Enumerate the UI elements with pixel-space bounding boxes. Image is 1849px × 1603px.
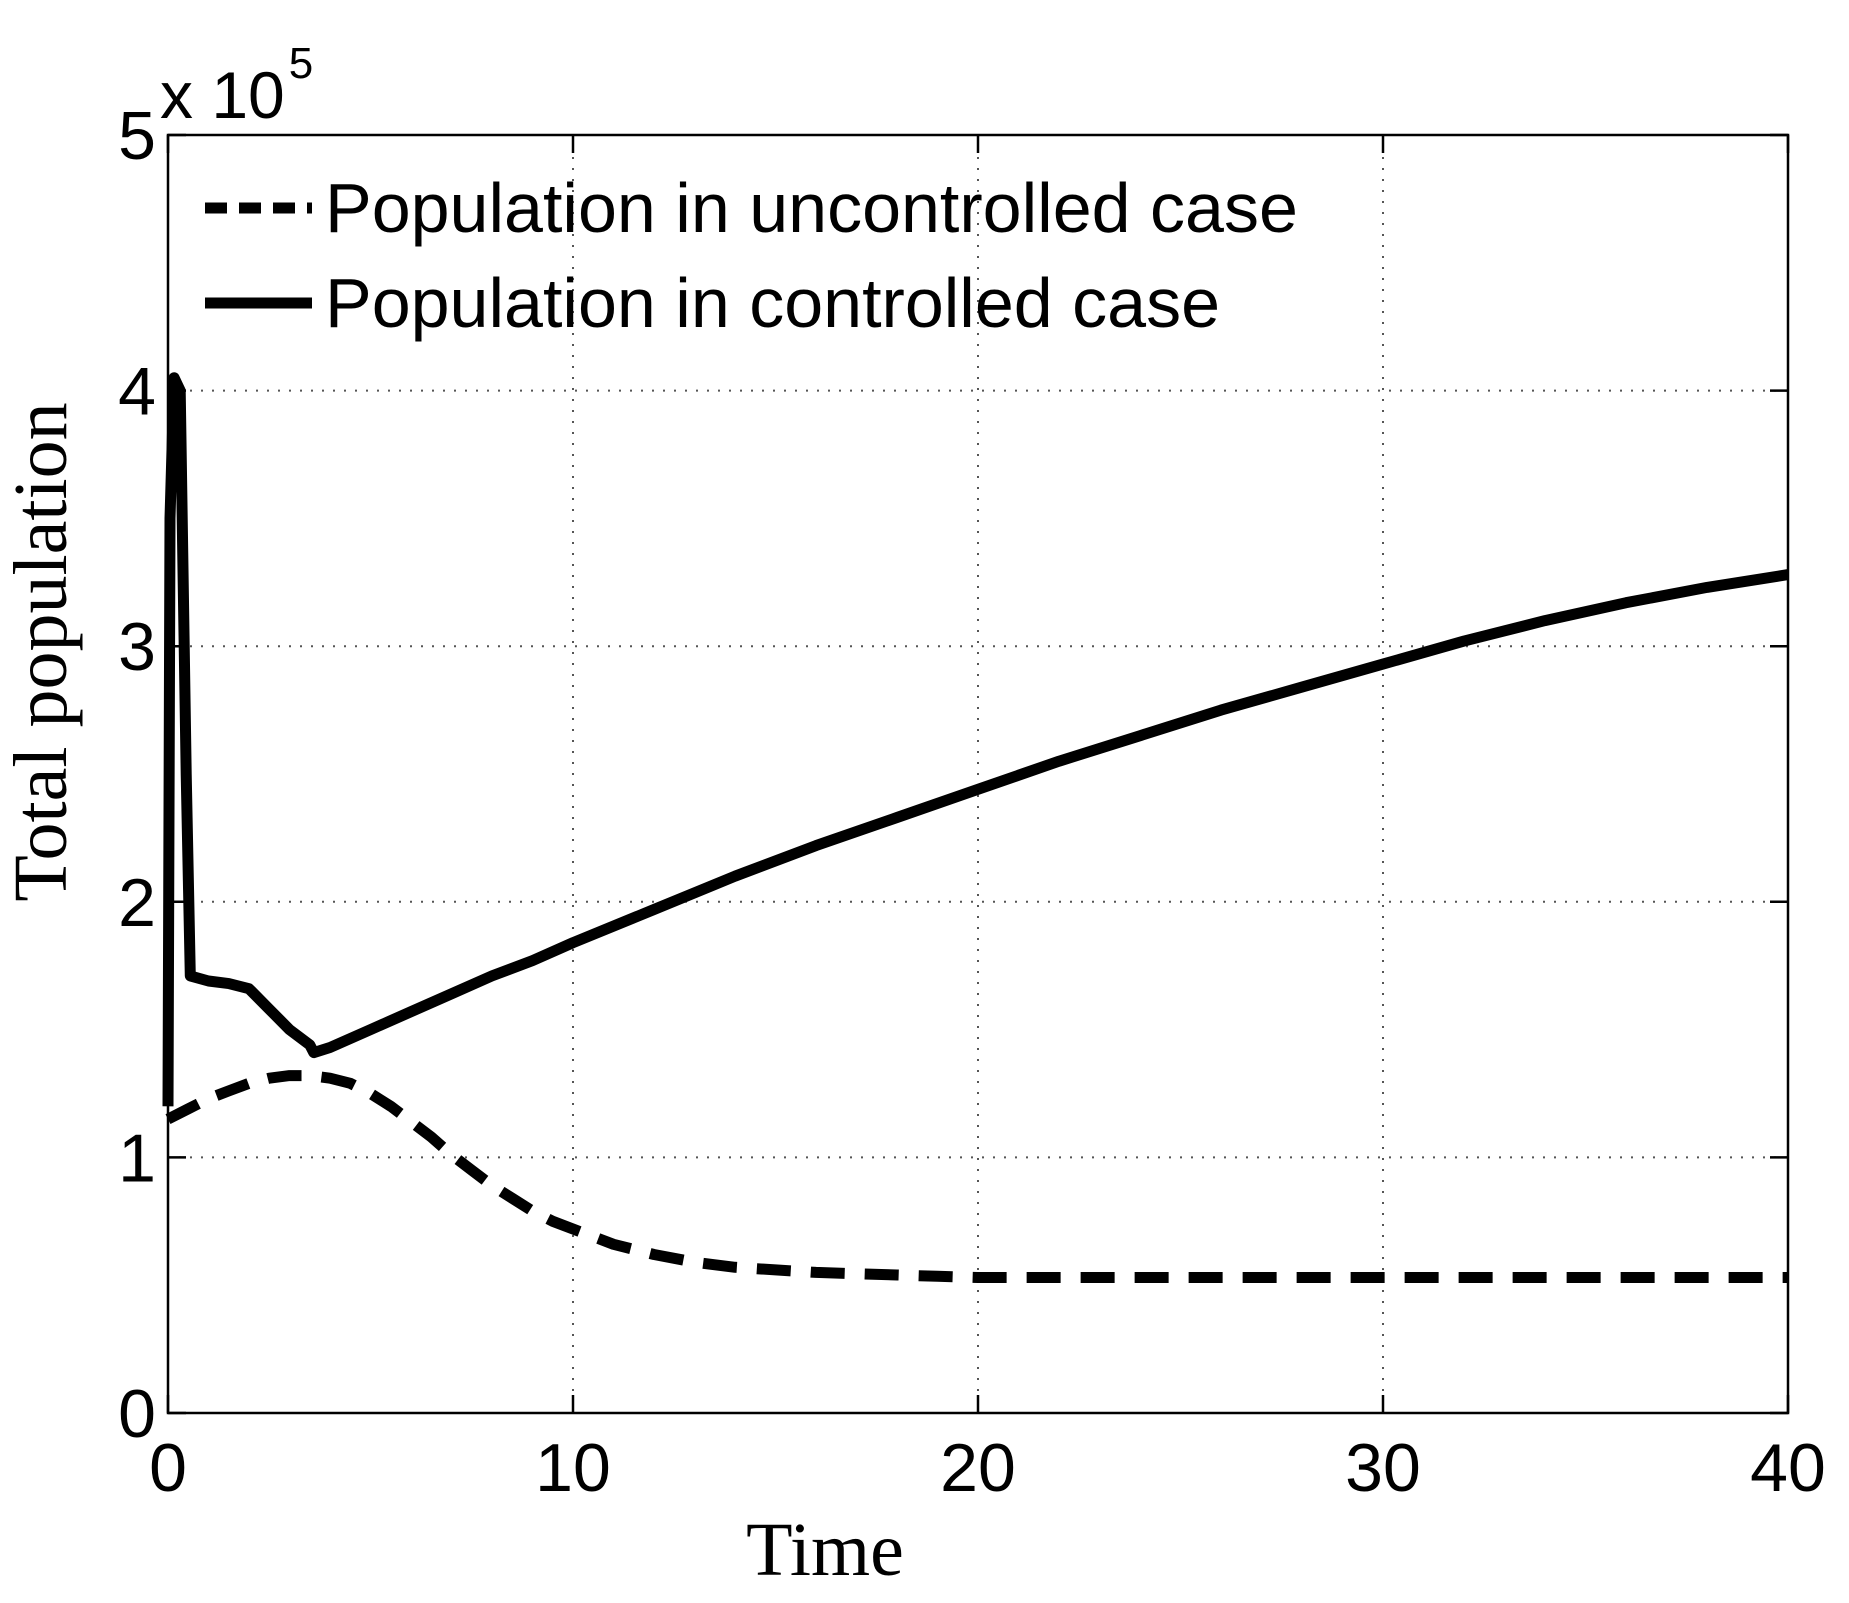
series-layer [162,372,1789,1283]
y-tick-label-4: 4 [118,354,156,430]
series-line-controlled [162,372,1789,1107]
x-tick-label-3: 30 [1345,1430,1421,1506]
x-tick-label-0: 0 [149,1430,187,1506]
y-multiplier-exponent: 5 [289,39,313,88]
x-tick-label-1: 10 [535,1430,611,1506]
legend-label-controlled: Population in controlled case [325,264,1220,342]
ticks [166,133,1790,1415]
y-axis-label: Total population [0,402,83,901]
y-multiplier-prefix: x 10 [160,58,285,132]
grid-lines [168,135,1788,1413]
y-tick-label-2: 2 [118,865,156,941]
y-multiplier: x 105 [160,39,313,132]
legend-label-uncontrolled: Population in uncontrolled case [325,169,1298,247]
x-tick-label-4: 40 [1750,1430,1826,1506]
y-tick-label-1: 1 [118,1120,156,1196]
series-line-uncontrolled [165,1070,1788,1283]
x-tick-label-2: 20 [940,1430,1016,1506]
y-tick-label-5: 5 [118,98,156,174]
y-tick-label-0: 0 [118,1376,156,1452]
legend: Population in uncontrolled case Populati… [205,169,1298,342]
tick-labels: 0 10 20 30 40 0 1 2 3 4 5 [118,98,1826,1506]
x-axis-label: Time [746,1508,904,1592]
y-tick-label-3: 3 [118,609,156,685]
